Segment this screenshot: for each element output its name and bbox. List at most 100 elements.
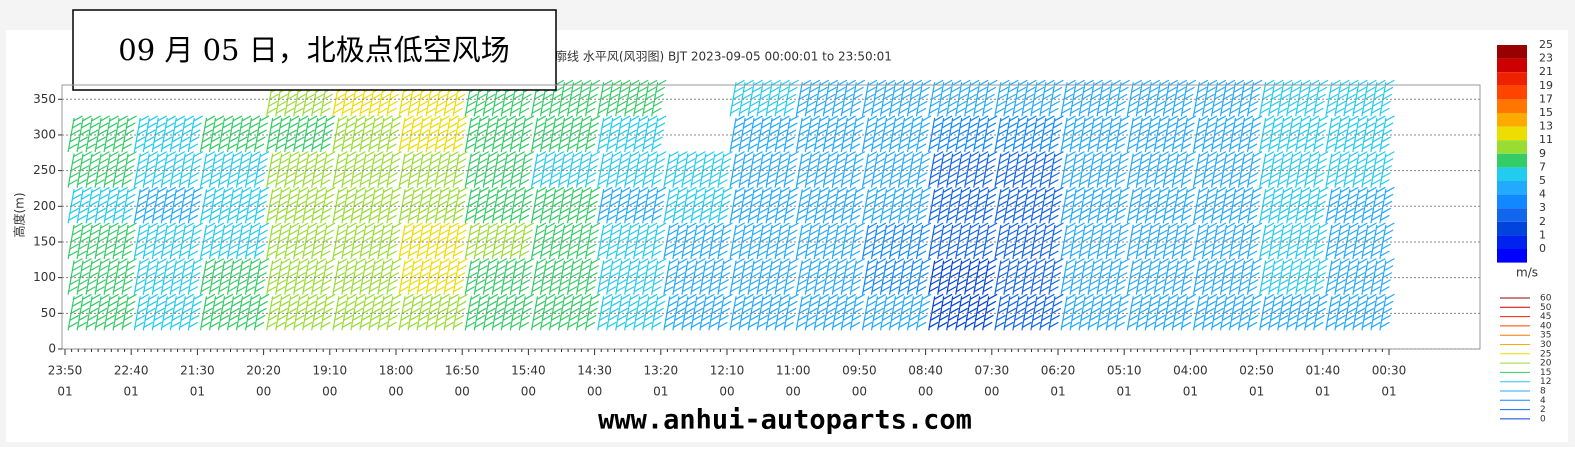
colorbar-label: 4 (1539, 188, 1546, 201)
colorbar-label: 0 (1539, 242, 1546, 255)
wind-barb (729, 293, 799, 331)
colorbar-unit: m/s (1516, 266, 1538, 280)
colorbar-label: 19 (1539, 79, 1553, 92)
x-tick-label: 02:50 (1239, 364, 1274, 378)
colorbar-cell (1497, 181, 1527, 195)
colorbar-cell (1497, 208, 1527, 222)
x-tick-day: 00 (388, 385, 403, 399)
wind-barb (729, 115, 799, 153)
x-tick-day: 00 (786, 385, 801, 399)
colorbar-cell (1497, 58, 1527, 73)
wind-barb (729, 79, 799, 117)
wind-barb (994, 79, 1064, 117)
x-tick-day: 01 (1315, 385, 1330, 399)
watermark: www.anhui-autoparts.com (598, 405, 972, 436)
x-tick-day: 01 (1117, 385, 1132, 399)
colorbar-label: 15 (1539, 106, 1553, 119)
colorbar-cell (1497, 167, 1527, 181)
x-tick-label: 00:30 (1372, 364, 1407, 378)
colorbar-cell (1497, 221, 1527, 236)
barb-legend-label: 0 (1540, 414, 1546, 424)
barb-legend-label: 60 (1540, 294, 1552, 304)
colorbar-cell (1497, 45, 1527, 59)
x-tick-day: 00 (521, 385, 536, 399)
y-tick-label: 50 (41, 306, 56, 320)
barb-legend-label: 2 (1540, 405, 1546, 415)
x-tick-label: 05:10 (1107, 364, 1142, 378)
x-tick-label: 06:20 (1041, 364, 1076, 378)
wind-barb (133, 186, 204, 224)
chart-subtitle: 廓线 水平风(风羽图) BJT 2023-09-05 00:00:01 to 2… (555, 49, 892, 64)
x-tick-label: 18:00 (379, 364, 414, 378)
colorbar-cell (1497, 235, 1527, 249)
wind-barb (861, 293, 932, 331)
colorbar-label: 11 (1539, 133, 1553, 146)
wind-barb (861, 258, 932, 295)
colorbar-cell (1497, 99, 1527, 113)
colorbar-cell (1497, 113, 1527, 127)
colorbar-label: 17 (1539, 92, 1553, 105)
wind-barb (994, 293, 1064, 331)
wind-barb (266, 115, 336, 153)
x-tick-label: 15:40 (511, 364, 546, 378)
colorbar-label: 23 (1539, 52, 1553, 65)
colorbar-cell (1497, 140, 1527, 154)
wind-barb (861, 115, 932, 153)
x-tick-label: 09:50 (842, 364, 877, 378)
wind-barb (133, 258, 204, 295)
x-tick-label: 07:30 (975, 364, 1010, 378)
x-tick-day: 01 (1183, 385, 1198, 399)
x-tick-day: 00 (719, 385, 734, 399)
colorbar-cell (1497, 249, 1527, 263)
x-tick-label: 12:10 (710, 364, 745, 378)
y-tick-label: 100 (33, 270, 56, 284)
barb-legend-label: 12 (1540, 377, 1551, 387)
colorbar-cell (1497, 126, 1527, 141)
barb-legend-label: 35 (1540, 331, 1551, 341)
wind-barb (994, 151, 1064, 188)
wind-barb (133, 293, 204, 331)
x-tick-day: 00 (455, 385, 470, 399)
wind-barb (861, 186, 932, 224)
y-tick-label: 0 (48, 342, 56, 356)
colorbar-cell (1497, 153, 1527, 168)
y-tick-label: 300 (33, 127, 56, 141)
title-box (72, 9, 557, 91)
barb-legend-label: 20 (1540, 359, 1552, 369)
wind-barb (266, 151, 336, 188)
colorbar-label: 1 (1539, 228, 1546, 241)
x-tick-label: 11:00 (776, 364, 811, 378)
barb-legend-label: 50 (1540, 303, 1552, 313)
colorbar-label: 9 (1539, 147, 1546, 160)
y-tick-label: 150 (33, 234, 56, 248)
wind-barb (133, 222, 204, 260)
x-tick-day: 01 (1050, 385, 1065, 399)
barb-legend-label: 40 (1540, 321, 1552, 331)
x-tick-label: 22:40 (114, 364, 149, 378)
barb-legend-label: 30 (1540, 340, 1552, 350)
colorbar-label: 5 (1539, 174, 1546, 187)
x-tick-label: 20:20 (246, 364, 281, 378)
wind-barb (266, 258, 336, 295)
y-tick-label: 350 (33, 92, 56, 106)
x-tick-label: 16:50 (445, 364, 480, 378)
colorbar-label: 3 (1539, 201, 1546, 214)
wind-barb (861, 79, 932, 117)
barb-legend-label: 15 (1540, 368, 1551, 378)
wind-barb (133, 151, 204, 188)
wind-barb (266, 222, 336, 260)
wind-barb (994, 186, 1064, 224)
x-tick-label: 04:00 (1173, 364, 1208, 378)
wind-barb (994, 258, 1064, 295)
x-tick-day: 00 (918, 385, 933, 399)
x-tick-label: 08:40 (908, 364, 943, 378)
barb-legend-label: 8 (1540, 387, 1546, 397)
wind-barb (729, 222, 799, 260)
x-tick-label: 13:20 (644, 364, 679, 378)
x-tick-day: 00 (984, 385, 999, 399)
x-tick-day: 01 (190, 385, 205, 399)
wind-barb (729, 258, 799, 295)
y-tick-label: 200 (33, 199, 56, 213)
wind-barb (729, 151, 799, 188)
